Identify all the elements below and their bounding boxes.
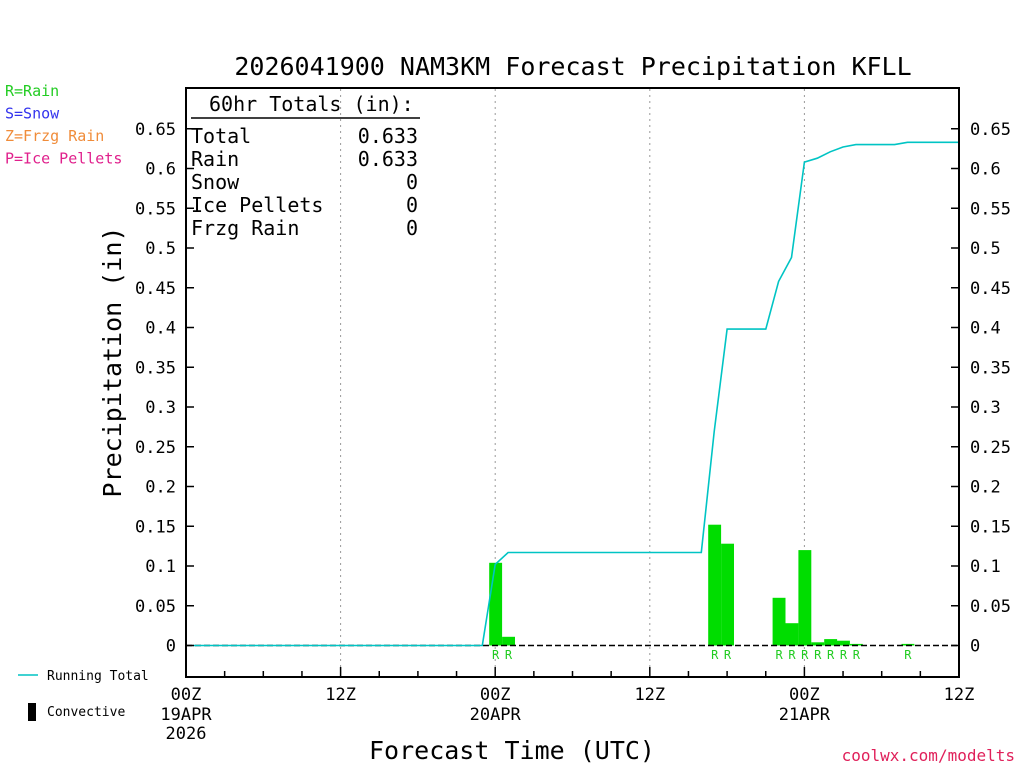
x-tick-year: 2026 <box>166 724 207 744</box>
precip-type-label: R <box>827 648 835 662</box>
type-legend-item: Z=Frzg Rain <box>5 127 104 145</box>
totals-row-value: 0.633 <box>358 124 418 148</box>
precip-bar <box>721 543 734 646</box>
y-tick-label-left: 0.05 <box>135 597 176 617</box>
totals-row-value: 0.633 <box>358 147 418 171</box>
totals-row-label: Snow <box>191 170 240 194</box>
x-axis-label: Forecast Time (UTC) <box>369 736 655 765</box>
precip-bar <box>849 643 863 646</box>
y-tick-label-left: 0.2 <box>145 478 176 498</box>
type-legend-item: S=Snow <box>5 105 60 123</box>
y-tick-label-right: 0.1 <box>970 557 1001 577</box>
x-tick-date: 19APR <box>160 705 212 725</box>
x-tick-date: 20APR <box>470 705 522 725</box>
y-tick-label-right: 0.15 <box>970 517 1011 537</box>
y-tick-label-left: 0.5 <box>145 239 176 259</box>
precip-type-label: R <box>853 648 861 662</box>
x-tick-label: 00Z <box>171 685 202 705</box>
y-tick-label-right: 0.4 <box>970 319 1001 339</box>
y-tick-label-left: 0.6 <box>145 160 176 180</box>
convective-legend-swatch <box>28 703 36 721</box>
y-tick-label-left: 0.45 <box>135 279 176 299</box>
precip-bar <box>708 524 722 646</box>
y-tick-label-left: 0.65 <box>135 120 176 140</box>
precip-bar <box>837 640 850 646</box>
precip-bar <box>489 562 503 646</box>
y-tick-label-right: 0.55 <box>970 199 1011 219</box>
totals-row-label: Ice Pellets <box>191 193 323 217</box>
y-axis-label: Precipitation (in) <box>98 227 127 498</box>
x-tick-label: 00Z <box>789 685 820 705</box>
y-tick-label-left: 0.55 <box>135 199 176 219</box>
totals-row-label: Frzg Rain <box>191 216 299 240</box>
chart-title: 2026041900 NAM3KM Forecast Precipitation… <box>234 52 911 81</box>
credit-text: coolwx.com/modelts <box>842 746 1015 765</box>
x-tick-label: 00Z <box>480 685 511 705</box>
precip-bar <box>811 642 825 646</box>
precip-bar <box>824 639 838 646</box>
y-tick-label-right: 0.3 <box>970 398 1001 418</box>
precip-bar <box>798 550 812 646</box>
precip-type-label: R <box>775 648 783 662</box>
x-tick-label: 12Z <box>944 685 975 705</box>
precip-bar <box>772 597 786 646</box>
y-tick-label-left: 0 <box>166 637 176 657</box>
precip-type-label: R <box>788 648 796 662</box>
hourly-precip-bars <box>489 524 915 646</box>
y-tick-label-right: 0 <box>970 637 980 657</box>
x-tick-label: 12Z <box>325 685 356 705</box>
totals-rows: Total 0.633 Rain 0.633 Snow 0 Ice Pellets 0 Frzg… <box>191 124 418 240</box>
y-tick-label-right: 0.2 <box>970 478 1001 498</box>
totals-row-value: 0 <box>406 193 418 217</box>
type-legend-item: P=Ice Pellets <box>5 150 122 168</box>
totals-row-value: 0 <box>406 216 418 240</box>
precip-bar <box>901 643 915 646</box>
y-tick-label-left: 0.3 <box>145 398 176 418</box>
precip-type-label: R <box>492 648 500 662</box>
y-axis-left: 0 0.05 0.1 0.15 0.2 0.25 0.3 0.35 0.4 0.45 0.5 0.55… <box>135 120 194 657</box>
precip-type-label: R <box>711 648 719 662</box>
x-tick-label: 12Z <box>634 685 665 705</box>
y-axis-right: 0 0.05 0.1 0.15 0.2 0.25 0.3 0.35 0.4 0.45 0.5 0.55… <box>951 120 1011 657</box>
precip-type-label: R <box>801 648 809 662</box>
y-tick-label-right: 0.5 <box>970 239 1001 259</box>
precip-bar <box>502 636 515 646</box>
y-tick-label-right: 0.25 <box>970 438 1011 458</box>
y-tick-label-left: 0.1 <box>145 557 176 577</box>
precip-type-label: R <box>814 648 822 662</box>
totals-row-label: Total <box>191 124 251 148</box>
line-legend-label: Convective <box>47 705 125 720</box>
x-tick-date: 21APR <box>779 705 831 725</box>
totals-row-label: Rain <box>191 147 239 171</box>
type-legend-item: R=Rain <box>5 82 59 100</box>
precip-type-label: R <box>505 648 513 662</box>
line-legend-label: Running Total <box>47 669 149 684</box>
line-legend: Running Total Convective <box>18 669 149 721</box>
totals-row-value: 0 <box>406 170 418 194</box>
running-total-line <box>192 141 959 647</box>
precip-bar <box>785 623 799 646</box>
totals-box: 60hr Totals (in): Total 0.633 Rain 0.633 Sno… <box>191 92 420 240</box>
y-tick-label-right: 0.65 <box>970 120 1011 140</box>
y-tick-label-right: 0.45 <box>970 279 1011 299</box>
totals-heading: 60hr Totals (in): <box>209 92 414 116</box>
y-tick-label-left: 0.4 <box>145 319 176 339</box>
precip-type-legend: R=Rain S=Snow Z=Frzg Rain P=Ice Pellets <box>5 82 122 168</box>
y-tick-label-right: 0.35 <box>970 358 1011 378</box>
y-tick-label-left: 0.25 <box>135 438 176 458</box>
y-tick-label-left: 0.15 <box>135 517 176 537</box>
precip-type-label: R <box>840 648 848 662</box>
vertical-gridlines <box>340 89 805 676</box>
y-tick-label-right: 0.6 <box>970 160 1001 180</box>
precip-type-label: R <box>724 648 732 662</box>
precip-type-label: R <box>904 648 912 662</box>
y-tick-label-left: 0.35 <box>135 358 176 378</box>
y-tick-label-right: 0.05 <box>970 597 1011 617</box>
